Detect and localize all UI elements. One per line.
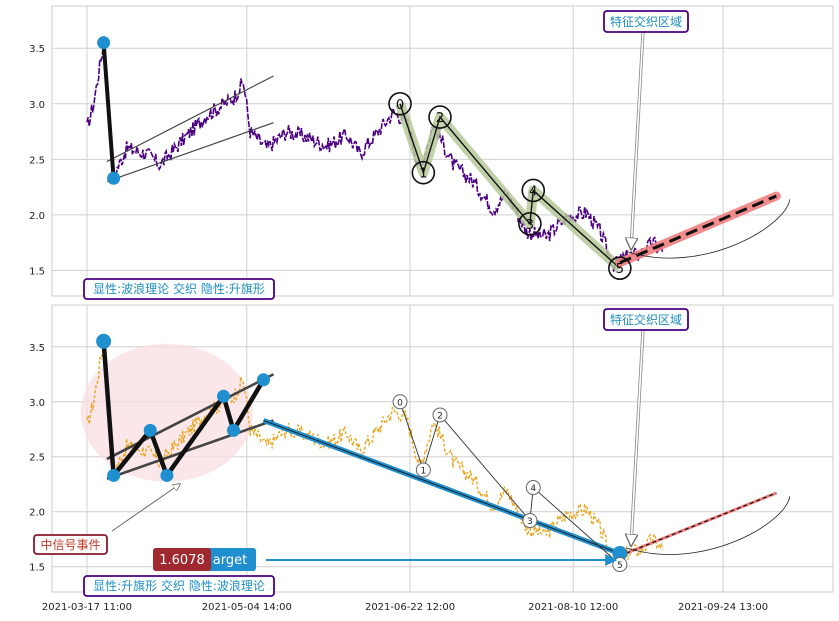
- bottom-price-line: [86, 343, 664, 569]
- wave-label-3: 3: [527, 517, 533, 527]
- target-text: arget: [213, 553, 247, 568]
- bottom-y-tick-label-2: 2.5: [29, 453, 45, 464]
- wave-label-2: 2: [436, 111, 444, 126]
- flag-point-2: [143, 423, 157, 437]
- bottom-overlays: [96, 333, 791, 565]
- wave-line: [399, 103, 621, 269]
- top-pattern-label-text: 显性:波浪理论 交织 隐性:升旗形: [93, 281, 265, 296]
- bottom-channel-line-1: [106, 419, 274, 480]
- top-y-ticks: 1.5 2.0 2.5 3.0 3.5: [29, 44, 45, 277]
- price-text: 1.6078: [159, 553, 205, 568]
- flag-point-5: [227, 423, 241, 437]
- wave-label-5: 5: [617, 561, 623, 571]
- wave-line: [399, 401, 621, 565]
- x-tick-label-1: 2021-05-04 14:00: [202, 602, 292, 613]
- flag-point-0: [97, 36, 111, 50]
- top-grid: [52, 6, 833, 296]
- wave-circle-1: [411, 160, 436, 185]
- bottom-price-series: [86, 343, 664, 569]
- bottom-annotation-box: [603, 308, 689, 331]
- flag-point-6: [256, 373, 270, 387]
- top-y-tick-label-2: 2.5: [29, 155, 45, 166]
- top-annotation-arrow: [631, 31, 644, 249]
- flag-point-4: [217, 389, 231, 403]
- wave-circle-3: [522, 513, 538, 529]
- top-pattern-label-box: [83, 278, 275, 300]
- wave-circle-4: [521, 178, 546, 203]
- wave-label-1: 1: [420, 466, 426, 476]
- top-y-tick-label-1: 2.0: [29, 211, 45, 222]
- bottom-pattern-label-box: [83, 575, 275, 597]
- x-tick-label-2: 2021-06-22 12:00: [365, 602, 455, 613]
- top-overlays: [97, 36, 791, 272]
- wave-label-4: 4: [530, 484, 536, 494]
- flag-pole-line: [101, 42, 116, 179]
- wave-label-2: 2: [437, 411, 443, 421]
- flag-highlight-ellipse: [80, 343, 253, 482]
- bottom-y-tick-label-3: 3.0: [29, 398, 45, 409]
- target-line: [619, 194, 777, 265]
- wave-circle-3: [518, 211, 542, 236]
- bottom-y-tick-label-1: 2.0: [29, 508, 45, 519]
- wave-label-1: 1: [419, 167, 427, 182]
- signal-box: [33, 534, 108, 555]
- wave-label-3: 3: [526, 218, 534, 233]
- wave-circle-0: [388, 91, 412, 116]
- projection-arc: [626, 496, 791, 555]
- top-y-tick-label-0: 1.5: [29, 266, 45, 277]
- top-y-tick-label-3: 3.0: [29, 100, 45, 111]
- price-box: [153, 548, 211, 571]
- wave-circle-2: [432, 407, 448, 423]
- bottom-y-ticks: 1.5 2.0 2.5 3.0 3.5: [29, 343, 45, 574]
- bottom-annotation-text: 特征交织区域: [610, 312, 682, 327]
- bottom-annotation-arrow: [631, 329, 644, 546]
- x-tick-label-4: 2021-09-24 13:00: [678, 602, 768, 613]
- trend-line: [263, 419, 621, 554]
- wave-label-4: 4: [529, 184, 537, 199]
- target-line: [619, 492, 777, 557]
- bottom-y-tick-label-0: 1.5: [29, 563, 45, 574]
- flag-point-0: [96, 333, 112, 349]
- top-channel-line-0: [106, 75, 274, 163]
- wave-label-5: 5: [616, 262, 624, 277]
- wave-circle-5: [608, 256, 632, 281]
- wave-circle-4: [525, 480, 541, 496]
- wave-circle-2: [428, 105, 452, 129]
- flag-point-3: [160, 468, 174, 482]
- flag-point-1: [107, 468, 121, 482]
- flag-point-1: [107, 171, 121, 185]
- projection-arc: [626, 199, 791, 259]
- signal-arrow: [111, 484, 180, 532]
- bottom-channel-line-0: [106, 373, 275, 461]
- bottom-panel: 1.5 2.0 2.5 3.0 3.5 0 1 2 3 4 5 中信号事件 arget 1.6078 特征…: [29, 304, 834, 597]
- top-annotation-text: 特征交织区域: [610, 14, 682, 29]
- top-channel-line-1: [106, 122, 274, 183]
- wave-circle-1: [415, 462, 431, 478]
- bottom-pattern-label-text: 显性:升旗形 交织 隐性:波浪理论: [93, 578, 265, 593]
- signal-text: 中信号事件: [40, 537, 100, 552]
- wave-label-0: 0: [397, 398, 403, 408]
- top-plot-area: [51, 5, 834, 297]
- top-y-tick-label-4: 3.5: [29, 44, 45, 55]
- x-tick-label-3: 2021-08-10 12:00: [528, 602, 618, 613]
- top-annotation-box: [603, 10, 689, 33]
- bottom-y-tick-label-4: 3.5: [29, 343, 45, 354]
- x-tick-label-0: 2021-03-17 11:00: [42, 602, 132, 613]
- wave-label-0: 0: [396, 98, 404, 113]
- wave-circle-0: [392, 394, 408, 410]
- x-axis-ticks: 2021-03-17 11:00 2021-05-04 14:00 2021-06-…: [42, 602, 768, 613]
